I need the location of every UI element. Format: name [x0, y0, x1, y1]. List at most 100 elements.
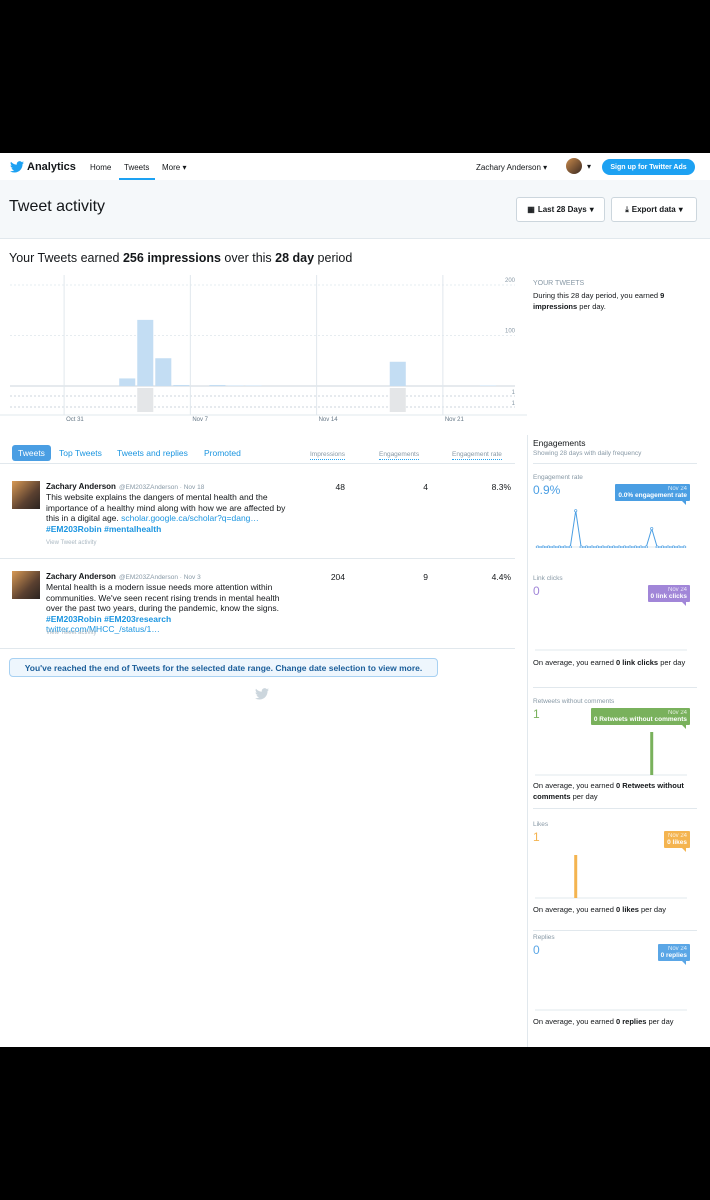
engagement-tick-label: 1 [512, 401, 516, 407]
tab[interactable]: Tweets and replies [117, 448, 188, 458]
footer-text: per day [638, 905, 667, 914]
mini-chart [535, 1009, 687, 1011]
tooltip: Nov 24 0 likes [664, 831, 690, 852]
column-header: Impressions [310, 451, 346, 460]
rate-point [601, 545, 605, 548]
engagements-title: Engagements [533, 438, 586, 448]
panel-footer: On average, you earned 0 link clicks per… [533, 657, 693, 668]
text-strong: 9 impressions [533, 291, 665, 311]
rate-point [661, 545, 665, 548]
mini-bar [574, 855, 578, 898]
tweet-link[interactable]: scholar.google.ca/scholar?q=dang… [121, 513, 259, 524]
tooltip-text: 0.0% engagement rate [618, 492, 687, 499]
row-divider [0, 558, 515, 559]
mini-chart [535, 855, 687, 899]
tweet-avatar [12, 571, 40, 599]
nav-link-text: More [162, 163, 181, 172]
bar [245, 385, 262, 386]
view-activity[interactable]: View Tweet activity [46, 540, 97, 546]
bird-logo [10, 161, 24, 173]
panel-label: Retweets without comments [533, 698, 615, 705]
x-tick-label: Oct 31 [66, 417, 84, 423]
bar [173, 384, 190, 386]
tweet-header: Zachary Anderson @EM203ZAnderson · Nov 18 [46, 482, 204, 491]
tweet-body: Mental health is a modern issue needs mo… [46, 582, 280, 614]
nav-link[interactable]: Tweets [124, 163, 150, 172]
engagement-rate: 4.4% [491, 572, 511, 582]
tweet-avatar [12, 481, 40, 509]
tweet-link[interactable]: #EM203Robin [46, 523, 102, 534]
rate-point [541, 545, 545, 548]
panel-label: Likes [533, 821, 549, 828]
tweet-link[interactable]: #mentalhealth [104, 523, 162, 534]
tooltip-pointer [682, 501, 686, 505]
footer-text: On average, you earned [533, 905, 616, 914]
view-activity[interactable]: View Tweet activity [46, 630, 97, 636]
summary: Your Tweets earned 256 impressions over … [9, 251, 352, 265]
tweet-link[interactable]: twitter.com/MHCC_/status/1… [46, 624, 160, 635]
tweet-link[interactable]: #EM203research [104, 613, 172, 624]
tooltip: Nov 24 0 Retweets without comments [590, 708, 690, 729]
tweet-text: Mental health is a modern issue needs mo… [46, 582, 286, 635]
tab[interactable]: Tweets [12, 445, 51, 461]
ads-button[interactable]: Sign up for Twitter Ads [602, 159, 695, 175]
panel-footer: On average, you earned 0 Retweets withou… [533, 780, 693, 802]
export-button[interactable]: ⤓ Export data ▾ [611, 197, 697, 222]
footer-text: On average, you earned [533, 1017, 616, 1026]
engagements: 9 [423, 572, 428, 582]
engagement-tick-label: 1 [512, 390, 516, 396]
user-menu[interactable]: Zachary Anderson ▾ [476, 163, 548, 172]
tooltip-text: 0 likes [667, 839, 687, 846]
your-tweets-label: YOUR TWEETS [533, 280, 585, 287]
footer-text: per day [646, 1017, 674, 1026]
tooltip-date: Nov 24 [667, 587, 687, 593]
panel-total: 1 [533, 707, 540, 721]
panel-total: 0 [533, 584, 540, 598]
caret[interactable]: ▾ [587, 162, 592, 171]
rate-point [563, 545, 567, 548]
engagement-bar [389, 388, 406, 412]
active-underline [119, 178, 155, 180]
rate-point [617, 545, 621, 548]
tab[interactable]: Promoted [204, 448, 241, 458]
nav-link[interactable]: More ▾ [162, 163, 187, 172]
tab[interactable]: Top Tweets [59, 448, 102, 458]
tooltip: Nov 24 0 replies [657, 944, 690, 965]
panel-divider [533, 930, 697, 931]
tooltip-text: 0 Retweets without comments [593, 716, 687, 723]
footer-strong: 0 Retweets without comments [533, 781, 684, 801]
summary-text: over this [220, 251, 276, 265]
tooltip-pointer [682, 961, 686, 965]
tweet-link[interactable]: #EM203Robin [46, 613, 102, 624]
bird-footer [255, 688, 269, 700]
nav-link[interactable]: Home [90, 163, 112, 172]
user-name: Zachary Anderson [476, 163, 541, 172]
rate-point [644, 545, 648, 548]
bar [209, 384, 226, 386]
footer-strong: 0 link clicks [615, 658, 659, 667]
date-button[interactable]: ▦ Last 28 Days ▾ [516, 197, 605, 222]
panel-total: 0.9% [533, 483, 561, 497]
rate-line [537, 510, 685, 548]
rate-point [574, 509, 578, 513]
rate-point [671, 545, 675, 548]
tweet-author: Zachary Anderson [46, 482, 116, 491]
rate-point [606, 545, 610, 548]
bar [389, 361, 406, 386]
summary-text: period [314, 251, 353, 265]
tooltip-pointer [682, 848, 686, 852]
rate-point [595, 545, 599, 548]
engagements-subtitle: Showing 28 days with daily frequency [533, 450, 642, 457]
rate-point [547, 545, 551, 548]
summary-strong: 28 day [275, 251, 315, 265]
tooltip-pointer [682, 602, 686, 606]
rate-point [568, 545, 572, 548]
rate-point [536, 545, 540, 548]
bar [155, 358, 172, 386]
your-tweets-text: During this 28 day period, you earned 9 … [533, 290, 688, 312]
tweet-meta: @EM203ZAnderson · Nov 18 [118, 484, 205, 491]
rate-point [628, 545, 632, 548]
avatar[interactable] [566, 158, 582, 174]
tooltip-date: Nov 24 [667, 833, 687, 839]
